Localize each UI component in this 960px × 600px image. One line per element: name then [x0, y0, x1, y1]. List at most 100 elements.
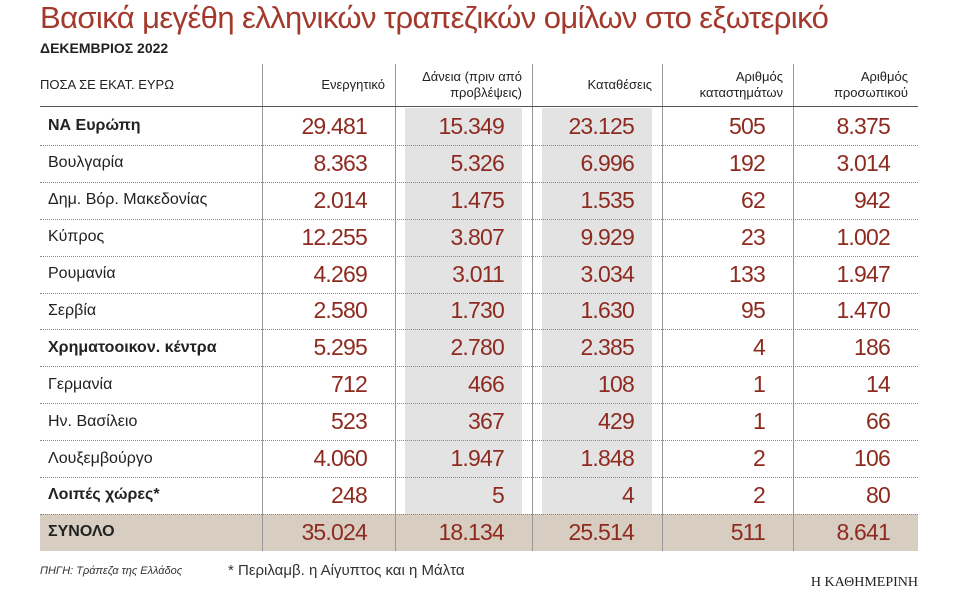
cell-value: 1.002: [836, 223, 890, 250]
cell-value: 80: [866, 481, 891, 508]
cell-value: 4.269: [313, 260, 367, 287]
cell-value: 35.024: [301, 518, 367, 545]
header-rule: [40, 106, 918, 107]
row-label: Γερμανία: [48, 375, 113, 393]
cell-value: 6.996: [580, 149, 634, 176]
column-header: ΠΟΣΑ ΣΕ ΕΚΑΤ. ΕΥΡΩ: [40, 77, 174, 92]
row-label: Κύπρος: [48, 228, 105, 246]
cell-value: 66: [866, 408, 891, 435]
cell-value: 62: [741, 186, 766, 213]
row-separator: [40, 255, 918, 257]
cell-value: 505: [729, 112, 766, 139]
column-divider: [793, 64, 794, 551]
cell-value: 2.014: [313, 186, 367, 213]
cell-value: 3.014: [836, 149, 890, 176]
cell-value: 18.134: [438, 518, 504, 545]
row-label: Βουλγαρία: [48, 154, 124, 172]
row-label: Δημ. Βόρ. Μακεδονίας: [48, 191, 208, 209]
cell-value: 1.848: [580, 445, 634, 472]
row-label: Σερβία: [48, 301, 97, 319]
cell-value: 23.125: [568, 112, 634, 139]
cell-value: 186: [854, 334, 891, 361]
cell-value: 9.929: [580, 223, 634, 250]
row-separator: [40, 366, 918, 368]
brand: Η ΚΑΘΗΜΕΡΙΝΗ: [810, 575, 918, 590]
cell-value: 4: [622, 481, 635, 508]
cell-value: 192: [729, 149, 766, 176]
column-header: Ενεργητικό: [321, 77, 385, 92]
row-label: ΝΑ Ευρώπη: [48, 117, 141, 135]
cell-value: 2.580: [313, 297, 367, 324]
cell-value: 5.326: [450, 149, 504, 176]
subtitle: ΔΕΚΕΜΒΡΙΟΣ 2022: [40, 40, 169, 56]
cell-value: 12.255: [301, 223, 367, 250]
footnote: * Περιλαμβ. η Αίγυπτος και η Μάλτα: [228, 562, 465, 579]
cell-value: 2: [753, 445, 766, 472]
column-divider: [532, 64, 533, 551]
row-separator: [40, 403, 918, 405]
row-label: Χρηματοοικον. κέντρα: [48, 338, 217, 356]
row-label: Λουξεμβούργο: [48, 449, 153, 467]
row-label: Ρουμανία: [48, 265, 116, 283]
title: Βασικά μεγέθη ελληνικών τραπεζικών ομίλω…: [40, 0, 829, 35]
row-label: ΣΥΝΟΛΟ: [48, 523, 115, 541]
cell-value: 1.947: [450, 445, 504, 472]
row-separator: [40, 144, 918, 146]
cell-value: 8.375: [836, 112, 890, 139]
column-header: Αριθμός καταστημάτων: [699, 69, 783, 100]
cell-value: 29.481: [301, 112, 367, 139]
cell-value: 4: [753, 334, 766, 361]
cell-value: 2.780: [450, 334, 504, 361]
column-header: Καταθέσεις: [587, 77, 653, 92]
total-row-bg: [40, 513, 918, 551]
column-header: Αριθμός προσωπικού: [833, 69, 908, 100]
cell-value: 511: [730, 518, 766, 545]
cell-value: 1.630: [580, 297, 634, 324]
cell-value: 108: [598, 371, 635, 398]
cell-value: 1.947: [836, 260, 890, 287]
cell-value: 1.535: [580, 186, 634, 213]
cell-value: 15.349: [438, 112, 504, 139]
cell-value: 1: [753, 408, 766, 435]
cell-value: 4.060: [313, 445, 367, 472]
row-separator: [40, 440, 918, 442]
cell-value: 133: [729, 260, 766, 287]
cell-value: 1.475: [450, 186, 504, 213]
cell-value: 25.514: [568, 518, 634, 545]
column-divider: [395, 64, 396, 551]
row-separator: [40, 218, 918, 220]
row-label: Ην. Βασίλειο: [48, 412, 138, 430]
cell-value: 1.730: [450, 297, 504, 324]
cell-value: 8.641: [836, 518, 890, 545]
column-shade: [405, 108, 522, 514]
row-label: Λοιπές χώρες*: [48, 486, 160, 504]
cell-value: 95: [741, 297, 766, 324]
column-header: Δάνεια (πριν από προβλέψεις): [422, 69, 522, 100]
cell-value: 429: [598, 408, 635, 435]
cell-value: 1.470: [836, 297, 890, 324]
row-separator: [40, 513, 918, 515]
cell-value: 5: [492, 481, 505, 508]
row-separator: [40, 292, 918, 294]
row-separator: [40, 477, 918, 478]
cell-value: 106: [854, 445, 891, 472]
cell-value: 942: [854, 186, 891, 213]
cell-value: 5.295: [313, 334, 367, 361]
column-divider: [662, 64, 663, 551]
cell-value: 14: [866, 371, 891, 398]
cell-value: 3.034: [580, 260, 634, 287]
cell-value: 1: [753, 371, 766, 398]
cell-value: 712: [331, 371, 368, 398]
cell-value: 3.807: [450, 223, 504, 250]
cell-value: 2.385: [580, 334, 634, 361]
column-shade: [542, 108, 652, 514]
cell-value: 23: [741, 223, 766, 250]
column-divider: [262, 64, 263, 551]
cell-value: 3.011: [452, 260, 505, 287]
cell-value: 466: [468, 371, 505, 398]
cell-value: 367: [468, 408, 505, 435]
cell-value: 8.363: [313, 149, 367, 176]
cell-value: 523: [331, 408, 368, 435]
cell-value: 2: [753, 481, 766, 508]
